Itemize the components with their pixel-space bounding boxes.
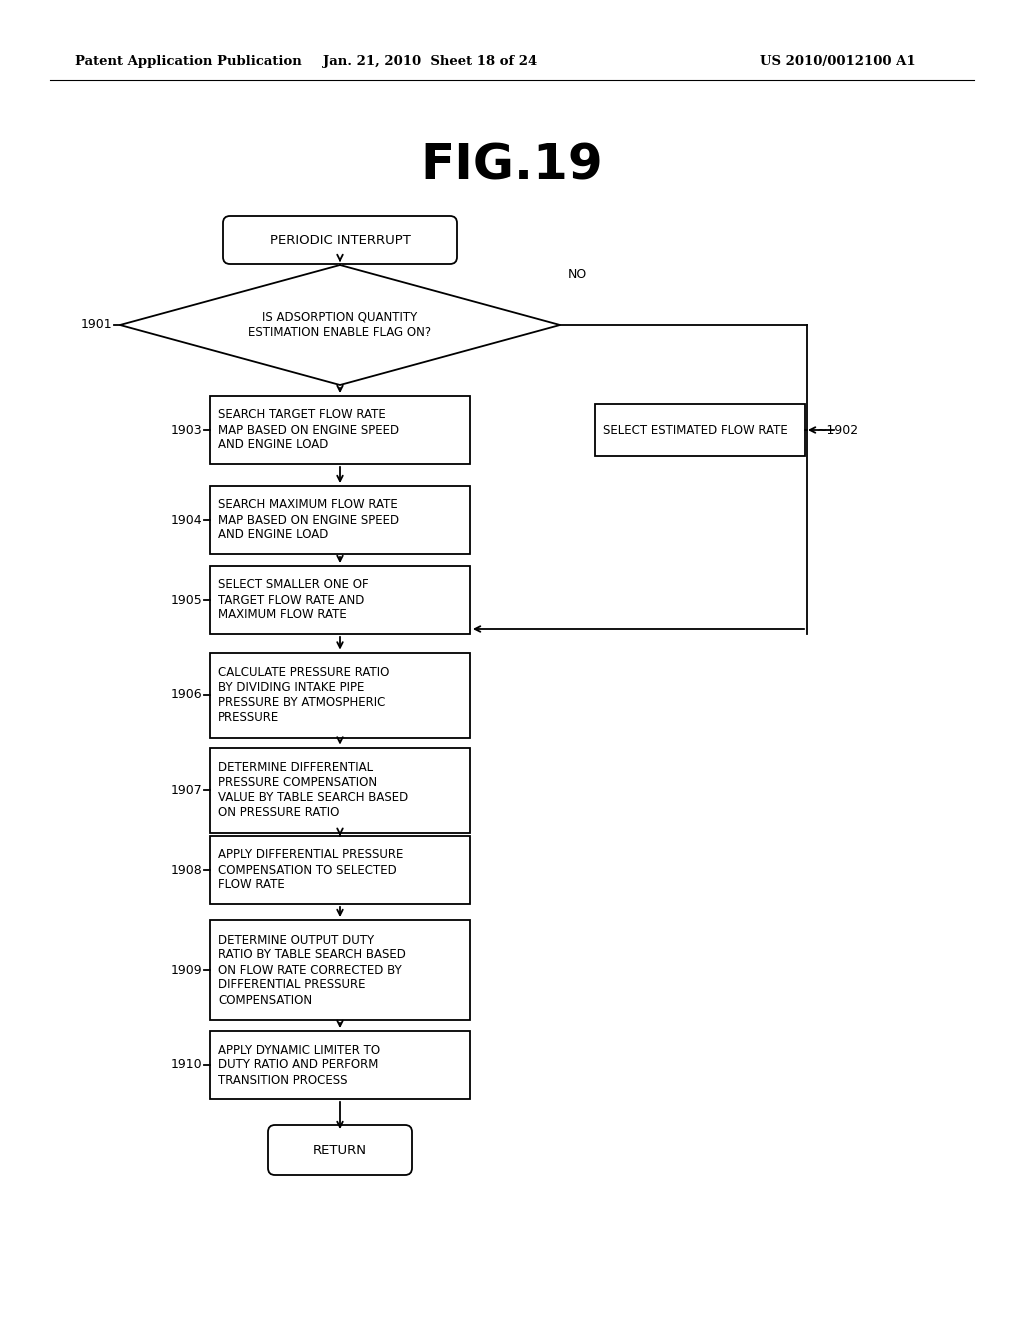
Text: RETURN: RETURN [313,1143,367,1156]
FancyBboxPatch shape [268,1125,412,1175]
Text: DETERMINE DIFFERENTIAL
PRESSURE COMPENSATION
VALUE BY TABLE SEARCH BASED
ON PRES: DETERMINE DIFFERENTIAL PRESSURE COMPENSA… [218,762,409,818]
Text: YES: YES [345,397,369,411]
Bar [210,652,470,738]
Bar [210,396,470,465]
Text: SELECT SMALLER ONE OF
TARGET FLOW RATE AND
MAXIMUM FLOW RATE: SELECT SMALLER ONE OF TARGET FLOW RATE A… [218,578,369,622]
Bar [210,486,470,554]
Text: SELECT ESTIMATED FLOW RATE: SELECT ESTIMATED FLOW RATE [603,424,787,437]
Text: 1906: 1906 [170,689,202,701]
Polygon shape [120,265,560,385]
Bar [210,747,470,833]
Text: DETERMINE OUTPUT DUTY
RATIO BY TABLE SEARCH BASED
ON FLOW RATE CORRECTED BY
DIFF: DETERMINE OUTPUT DUTY RATIO BY TABLE SEA… [218,933,406,1006]
Bar [210,920,470,1020]
Text: ~1902: ~1902 [817,424,859,437]
Text: 1908: 1908 [170,863,202,876]
Bar [210,1031,470,1100]
Text: CALCULATE PRESSURE RATIO
BY DIVIDING INTAKE PIPE
PRESSURE BY ATMOSPHERIC
PRESSUR: CALCULATE PRESSURE RATIO BY DIVIDING INT… [218,667,389,723]
Text: 1910: 1910 [170,1059,202,1072]
Text: 1903: 1903 [170,424,202,437]
Bar [210,836,470,904]
Text: PERIODIC INTERRUPT: PERIODIC INTERRUPT [269,234,411,247]
Text: 1905: 1905 [170,594,202,606]
Bar [595,404,805,455]
Text: IS ADSORPTION QUANTITY
ESTIMATION ENABLE FLAG ON?: IS ADSORPTION QUANTITY ESTIMATION ENABLE… [249,312,431,339]
Text: 1907: 1907 [170,784,202,796]
Text: SEARCH TARGET FLOW RATE
MAP BASED ON ENGINE SPEED
AND ENGINE LOAD: SEARCH TARGET FLOW RATE MAP BASED ON ENG… [218,408,399,451]
Text: APPLY DIFFERENTIAL PRESSURE
COMPENSATION TO SELECTED
FLOW RATE: APPLY DIFFERENTIAL PRESSURE COMPENSATION… [218,849,403,891]
Text: APPLY DYNAMIC LIMITER TO
DUTY RATIO AND PERFORM
TRANSITION PROCESS: APPLY DYNAMIC LIMITER TO DUTY RATIO AND … [218,1044,380,1086]
Text: Patent Application Publication: Patent Application Publication [75,55,302,69]
Text: SEARCH MAXIMUM FLOW RATE
MAP BASED ON ENGINE SPEED
AND ENGINE LOAD: SEARCH MAXIMUM FLOW RATE MAP BASED ON EN… [218,499,399,541]
Text: 1904: 1904 [170,513,202,527]
Text: US 2010/0012100 A1: US 2010/0012100 A1 [760,55,915,69]
Text: NO: NO [568,268,587,281]
Text: 1909: 1909 [170,964,202,977]
Text: Jan. 21, 2010  Sheet 18 of 24: Jan. 21, 2010 Sheet 18 of 24 [323,55,538,69]
FancyBboxPatch shape [223,216,457,264]
Text: 1901: 1901 [80,318,112,331]
Text: FIG.19: FIG.19 [421,141,603,189]
Bar [210,566,470,634]
